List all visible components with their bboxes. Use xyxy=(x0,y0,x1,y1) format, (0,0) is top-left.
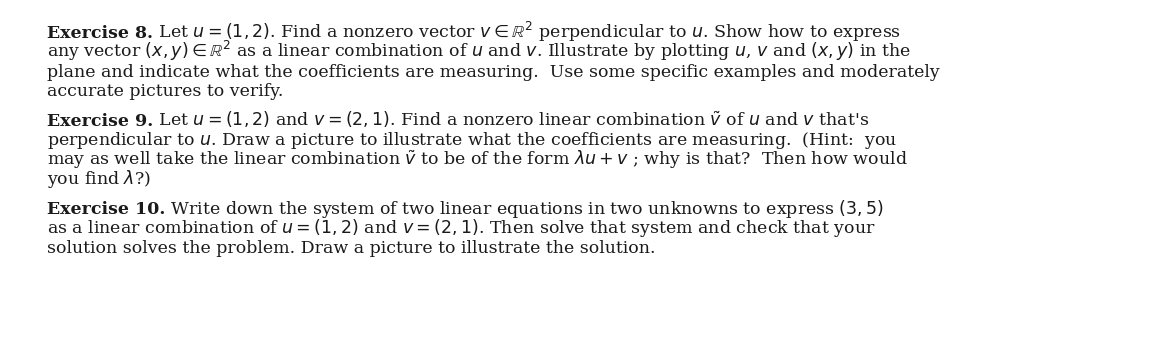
Text: Exercise 10.: Exercise 10. xyxy=(47,201,166,218)
Text: any vector $(x, y) \in \mathbb{R}^2$ as a linear combination of $u$ and $v$. Ill: any vector $(x, y) \in \mathbb{R}^2$ as … xyxy=(47,39,911,64)
Text: plane and indicate what the coefficients are measuring.  Use some specific examp: plane and indicate what the coefficients… xyxy=(47,64,940,81)
Text: Let $u = (1, 2)$. Find a nonzero vector $v \in \mathbb{R}^2$ perpendicular to $u: Let $u = (1, 2)$. Find a nonzero vector … xyxy=(153,20,901,44)
Text: solution solves the problem. Draw a picture to illustrate the solution.: solution solves the problem. Draw a pict… xyxy=(47,240,656,257)
Text: accurate pictures to verify.: accurate pictures to verify. xyxy=(47,83,283,101)
Text: as a linear combination of $u = (1, 2)$ and $v = (2, 1)$. Then solve that system: as a linear combination of $u = (1, 2)$ … xyxy=(47,218,875,239)
Text: may as well take the linear combination $\tilde{v}$ to be of the form $\lambda u: may as well take the linear combination … xyxy=(47,149,908,171)
Text: you find $\lambda$?): you find $\lambda$?) xyxy=(47,169,150,190)
Text: perpendicular to $u$. Draw a picture to illustrate what the coefficients are mea: perpendicular to $u$. Draw a picture to … xyxy=(47,131,898,152)
Text: Exercise 9.: Exercise 9. xyxy=(47,113,153,130)
Text: Exercise 8.: Exercise 8. xyxy=(47,25,153,42)
Text: Write down the system of two linear equations in two unknowns to express $(3, 5): Write down the system of two linear equa… xyxy=(166,198,885,220)
Text: Let $u = (1, 2)$ and $v = (2, 1)$. Find a nonzero linear combination $\tilde{v}$: Let $u = (1, 2)$ and $v = (2, 1)$. Find … xyxy=(153,109,870,130)
